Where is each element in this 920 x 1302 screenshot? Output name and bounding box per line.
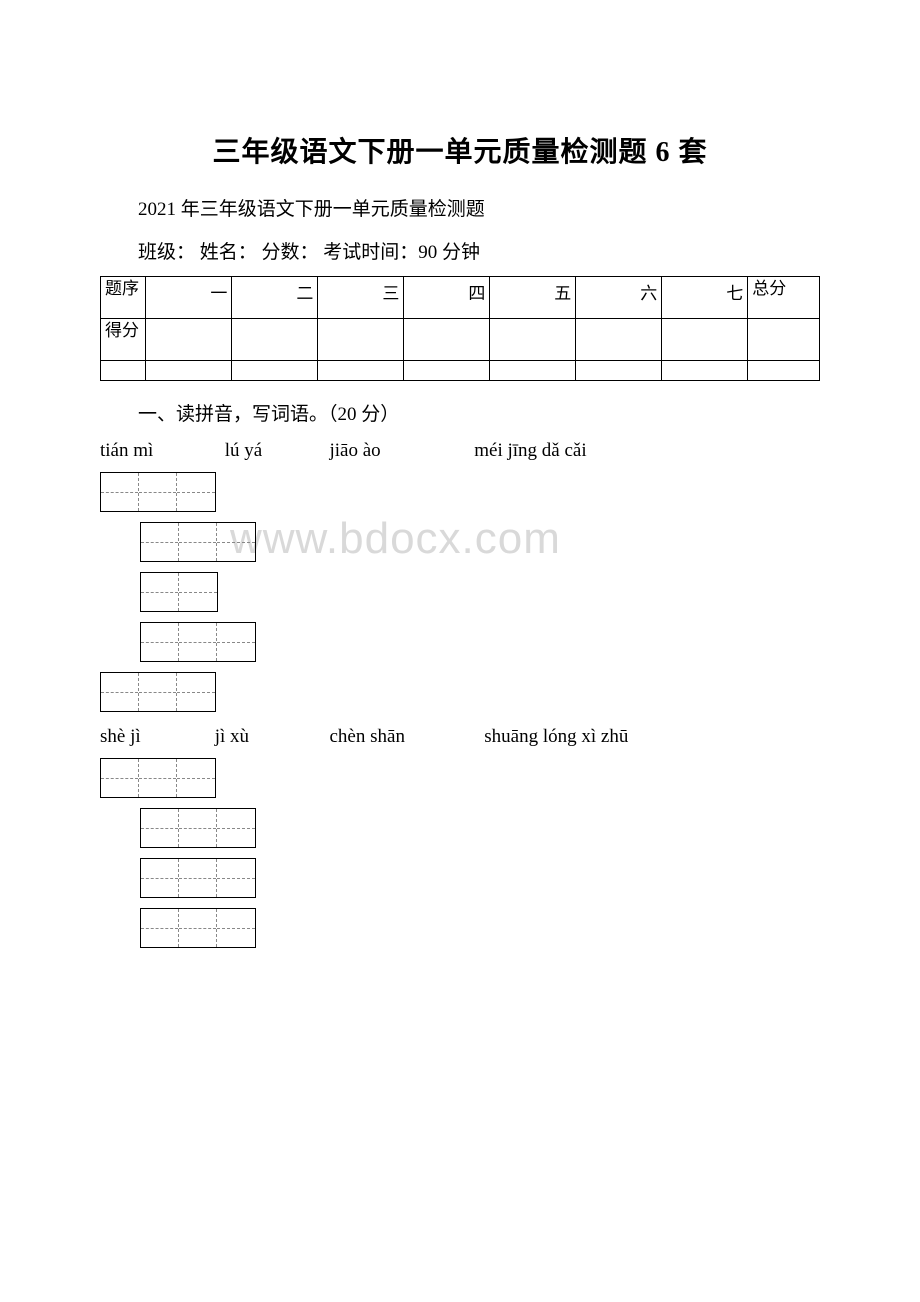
empty-cell <box>748 361 820 381</box>
subtitle: 2021 年三年级语文下册一单元质量检测题 <box>100 194 820 221</box>
score-cell <box>404 319 490 361</box>
char-box-group <box>140 858 820 898</box>
pinyin-word: jì xù <box>215 726 325 748</box>
col-cell: 七 <box>662 277 748 319</box>
char-box-group <box>140 522 820 562</box>
char-box-group <box>140 808 820 848</box>
info-line: 班级： 姓名： 分数： 考试时间：90 分钟 <box>100 237 820 264</box>
score-cell <box>662 319 748 361</box>
col-cell: 一 <box>146 277 232 319</box>
char-input-box[interactable] <box>140 522 256 562</box>
char-box-group <box>100 672 820 712</box>
table-row-empty <box>101 361 820 381</box>
total-cell: 总分 <box>748 277 820 319</box>
char-box-group <box>100 758 820 798</box>
char-box-group <box>140 622 820 662</box>
table-row-header: 题序 一 二 三 四 五 六 七 总分 <box>101 277 820 319</box>
score-table: 题序 一 二 三 四 五 六 七 总分 得分 <box>100 276 820 381</box>
section-one-label: 一、读拼音，写词语。（20 分） <box>100 399 820 426</box>
pinyin-word: jiāo ào <box>330 440 470 462</box>
pinyin-word: chèn shān <box>330 726 480 748</box>
char-input-box[interactable] <box>100 672 216 712</box>
score-cell <box>748 319 820 361</box>
score-cell <box>146 319 232 361</box>
col-cell: 六 <box>576 277 662 319</box>
empty-cell <box>232 361 318 381</box>
row-label: 题序 <box>101 277 146 319</box>
table-row-score: 得分 <box>101 319 820 361</box>
char-box-group <box>140 908 820 948</box>
score-cell <box>232 319 318 361</box>
pinyin-row-1: tián mì lú yá jiāo ào méi jīng dǎ cǎi <box>100 440 820 462</box>
pinyin-word: méi jīng dǎ cǎi <box>474 440 654 462</box>
char-input-box[interactable] <box>140 572 218 612</box>
pinyin-word: tián mì <box>100 440 220 462</box>
char-box-group <box>100 472 820 512</box>
empty-cell <box>490 361 576 381</box>
char-input-box[interactable] <box>140 858 256 898</box>
pinyin-word: shè jì <box>100 726 210 748</box>
empty-cell <box>318 361 404 381</box>
score-cell <box>576 319 662 361</box>
col-cell: 五 <box>490 277 576 319</box>
empty-cell <box>404 361 490 381</box>
page-title: 三年级语文下册一单元质量检测题 6 套 <box>100 130 820 170</box>
char-input-box[interactable] <box>140 622 256 662</box>
char-input-box[interactable] <box>140 908 256 948</box>
pinyin-word: lú yá <box>225 440 325 462</box>
pinyin-row-2: shè jì jì xù chèn shān shuāng lóng xì zh… <box>100 726 820 748</box>
empty-cell <box>662 361 748 381</box>
pinyin-word: shuāng lóng xì zhū <box>484 726 684 748</box>
col-cell: 二 <box>232 277 318 319</box>
char-box-group <box>140 572 820 612</box>
row-label: 得分 <box>101 319 146 361</box>
char-input-box[interactable] <box>100 758 216 798</box>
char-input-box[interactable] <box>140 808 256 848</box>
score-cell <box>490 319 576 361</box>
empty-cell <box>101 361 146 381</box>
col-cell: 三 <box>318 277 404 319</box>
empty-cell <box>146 361 232 381</box>
col-cell: 四 <box>404 277 490 319</box>
empty-cell <box>576 361 662 381</box>
char-input-box[interactable] <box>100 472 216 512</box>
score-cell <box>318 319 404 361</box>
